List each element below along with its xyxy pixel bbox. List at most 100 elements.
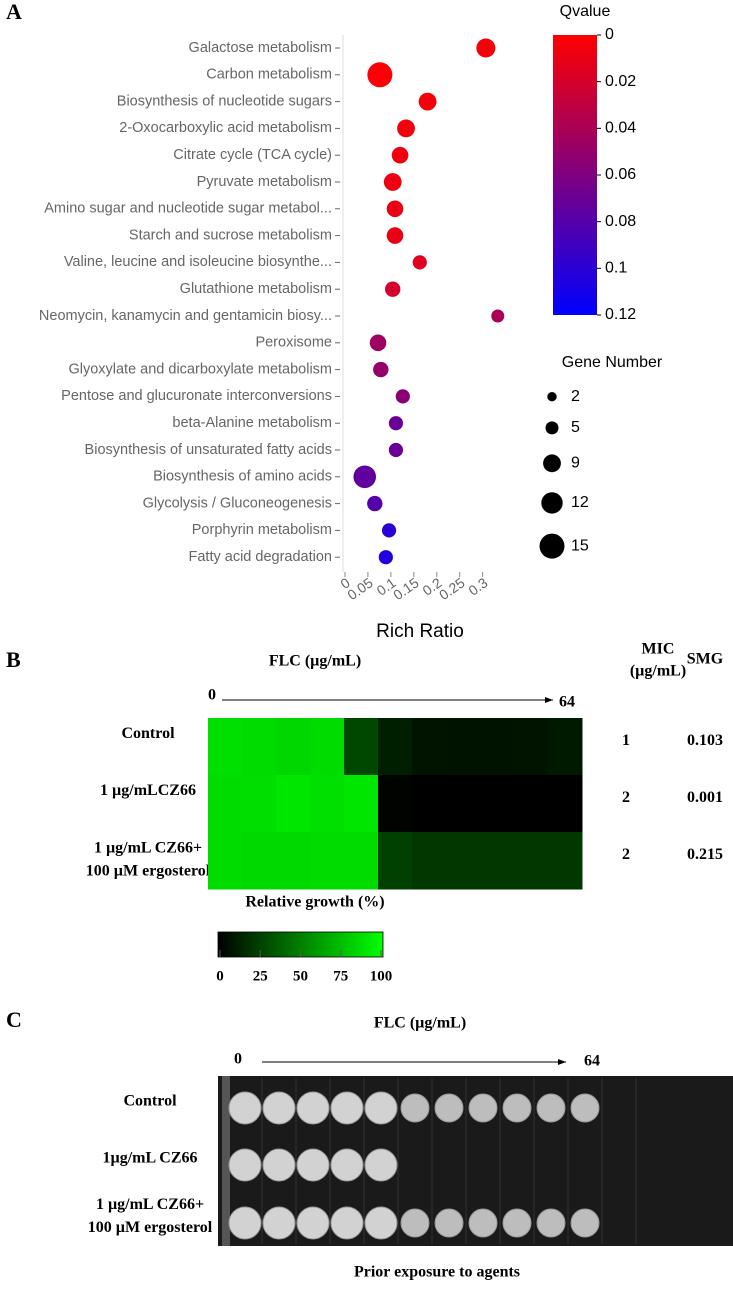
- size-legend-label: 9: [571, 455, 580, 472]
- row-label: 1µg/mL CZ66: [102, 1150, 197, 1167]
- row-label: 100 µM ergosterol: [86, 863, 211, 880]
- size-legend-marker: [539, 533, 565, 559]
- colony-spot: [330, 1206, 364, 1240]
- table-header: (µg/mL): [630, 663, 686, 680]
- heatmap-cell: [378, 832, 413, 890]
- plate-title: FLC (µg/mL): [374, 1015, 466, 1032]
- colony-spot: [296, 1091, 330, 1125]
- bubble: [378, 550, 393, 565]
- colorbar-tick-label: 0.12: [605, 306, 636, 323]
- size-legend-title: Gene Number: [562, 354, 663, 371]
- heatmap-cell: [242, 832, 277, 890]
- bubble: [367, 62, 393, 88]
- colorbar-tick-label: 50: [293, 968, 308, 984]
- bubble: [395, 389, 410, 404]
- range-start: 0: [208, 687, 216, 704]
- y-tick-label: Glycolysis / Gluconeogenesis: [143, 495, 332, 511]
- bubble: [391, 146, 409, 164]
- colony-spot: [536, 1208, 566, 1238]
- x-axis-label: Rich Ratio: [376, 621, 464, 642]
- bubble: [418, 92, 437, 111]
- row-label: 100 µM ergosterol: [88, 1219, 213, 1236]
- heatmap-cell: [310, 775, 345, 833]
- row-label: Control: [123, 1093, 177, 1110]
- heatmap-cell: [412, 718, 447, 776]
- size-legend-label: 2: [571, 388, 580, 405]
- colorbar-tick-label: 0.06: [605, 166, 636, 183]
- y-tick-label: Biosynthesis of unsaturated fatty acids: [85, 442, 332, 458]
- y-tick-label: Glutathione metabolism: [180, 281, 332, 297]
- colony-spot: [570, 1208, 600, 1238]
- heatmap-cell: [242, 718, 277, 776]
- size-legend-label: 15: [571, 537, 589, 554]
- heatmap-cell: [378, 775, 413, 833]
- bubble: [383, 173, 402, 191]
- heatmap-cell: [378, 718, 413, 776]
- y-tick-label: 2-Oxocarboxylic acid metabolism: [119, 120, 332, 136]
- heatmap-cell: [446, 775, 481, 833]
- row-label: 1 µg/mL CZ66+: [96, 1196, 204, 1213]
- heatmap-cell: [480, 718, 515, 776]
- bubble: [369, 334, 387, 352]
- heatmap-cell: [208, 832, 243, 890]
- colony-spot: [536, 1093, 566, 1123]
- table-cell: 0.001: [687, 789, 723, 806]
- size-legend-marker: [541, 492, 563, 514]
- table-cell: 2: [622, 789, 630, 806]
- bubble: [373, 361, 389, 378]
- heatmap-cell: [344, 718, 379, 776]
- bubble: [412, 255, 427, 270]
- colorbar-tick-label: 0.08: [605, 213, 636, 230]
- panel-label: A: [6, 0, 22, 24]
- bubble: [386, 200, 404, 218]
- heatmap-cell: [514, 832, 549, 890]
- heatmap-cell: [276, 718, 311, 776]
- colorbar-tick-label: 25: [253, 968, 268, 984]
- size-legend-marker: [545, 421, 559, 435]
- x-tick-label: 0.3: [465, 574, 490, 598]
- y-tick-label: Galactose metabolism: [189, 40, 332, 56]
- colorbar-tick-label: 75: [333, 968, 348, 984]
- y-tick-label: Peroxisome: [255, 335, 332, 351]
- y-tick-label: Biosynthesis of amino acids: [153, 469, 332, 485]
- colorbar: [553, 35, 597, 315]
- colony-spot: [364, 1091, 398, 1125]
- table-cell: 1: [622, 732, 630, 749]
- colony-spot: [296, 1148, 330, 1182]
- table-cell: 2: [622, 846, 630, 863]
- heatmap-cell: [480, 775, 515, 833]
- y-tick-label: Citrate cycle (TCA cycle): [173, 147, 332, 163]
- y-tick-label: Porphyrin metabolism: [192, 522, 332, 538]
- y-tick-label: Pyruvate metabolism: [197, 174, 332, 190]
- y-tick-label: Neomycin, kanamycin and gentamicin biosy…: [39, 308, 332, 324]
- range-end: 64: [584, 1053, 600, 1070]
- heatmap-title: FLC (µg/mL): [269, 653, 361, 670]
- table-header: SMG: [687, 651, 724, 668]
- colony-spot: [330, 1091, 364, 1125]
- colony-spot: [468, 1208, 498, 1238]
- colony-spot: [364, 1148, 398, 1182]
- colony-spot: [262, 1148, 296, 1182]
- heatmap-cell: [514, 775, 549, 833]
- colony-spot: [262, 1206, 296, 1240]
- colorbar-tick-label: 0: [216, 968, 224, 984]
- colony-spot: [434, 1093, 464, 1123]
- colorbar-tick-label: 0.1: [605, 260, 627, 277]
- range-start: 0: [234, 1051, 242, 1068]
- row-label: Control: [121, 725, 175, 742]
- heatmap-cell: [310, 832, 345, 890]
- bubble: [385, 281, 401, 297]
- heatmap-cell: [276, 775, 311, 833]
- colony-spot: [400, 1208, 430, 1238]
- bubble: [367, 495, 383, 512]
- caption: Prior exposure to agents: [354, 1264, 520, 1281]
- bubble: [388, 442, 404, 458]
- row-label: 1 µg/mLCZ66: [100, 782, 196, 799]
- heatmap-cell: [276, 832, 311, 890]
- size-legend-marker: [543, 454, 561, 473]
- colorbar-tick-label: 0.02: [605, 73, 636, 90]
- heatmap-cell: [548, 775, 583, 833]
- table-cell: 0.103: [687, 732, 723, 749]
- heatmap-cell: [208, 775, 243, 833]
